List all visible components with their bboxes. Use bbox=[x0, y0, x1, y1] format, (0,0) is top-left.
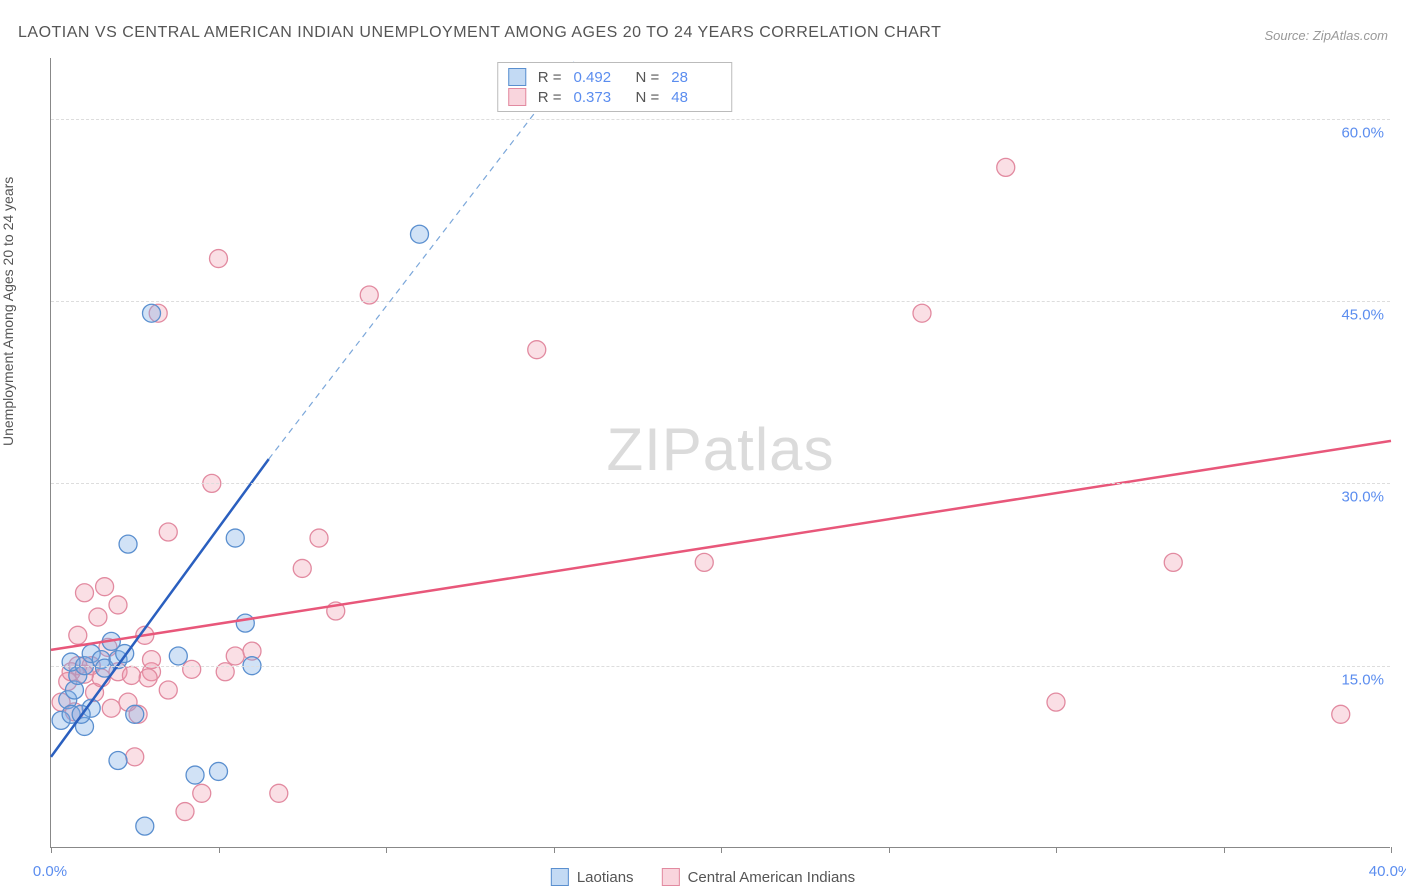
data-point bbox=[997, 158, 1015, 176]
data-point bbox=[136, 817, 154, 835]
x-tick bbox=[386, 847, 387, 853]
data-point bbox=[226, 529, 244, 547]
swatch-pink-icon bbox=[508, 88, 526, 106]
y-tick-label: 15.0% bbox=[1341, 671, 1384, 688]
swatch-blue-icon bbox=[508, 68, 526, 86]
r-label: R = bbox=[538, 69, 562, 86]
data-point bbox=[210, 250, 228, 268]
gridline-h bbox=[51, 483, 1390, 484]
data-point bbox=[183, 660, 201, 678]
data-point bbox=[96, 578, 114, 596]
plot-area: ZIPatlas R = 0.492 N = 28 R = 0.373 N = … bbox=[50, 58, 1390, 848]
swatch-blue-icon bbox=[551, 868, 569, 886]
data-point bbox=[109, 596, 127, 614]
n-label: N = bbox=[636, 89, 660, 106]
legend-label-cai: Central American Indians bbox=[688, 869, 856, 886]
data-point bbox=[226, 647, 244, 665]
data-point bbox=[143, 304, 161, 322]
x-tick bbox=[51, 847, 52, 853]
gridline-h bbox=[51, 119, 1390, 120]
data-point bbox=[126, 705, 144, 723]
x-tick bbox=[889, 847, 890, 853]
chart-title: LAOTIAN VS CENTRAL AMERICAN INDIAN UNEMP… bbox=[18, 24, 941, 42]
data-point bbox=[1332, 705, 1350, 723]
data-point bbox=[186, 766, 204, 784]
legend-label-laotians: Laotians bbox=[577, 869, 634, 886]
source-attribution: Source: ZipAtlas.com bbox=[1264, 28, 1388, 43]
data-point bbox=[122, 666, 140, 684]
data-point bbox=[310, 529, 328, 547]
data-point bbox=[109, 751, 127, 769]
x-tick bbox=[1391, 847, 1392, 853]
r-label: R = bbox=[538, 89, 562, 106]
data-point bbox=[236, 614, 254, 632]
y-tick-label: 60.0% bbox=[1341, 124, 1384, 141]
y-axis-label: Unemployment Among Ages 20 to 24 years bbox=[0, 177, 16, 446]
legend-item-laotians: Laotians bbox=[551, 868, 634, 886]
r-value-blue: 0.492 bbox=[574, 69, 624, 86]
y-tick-label: 30.0% bbox=[1341, 489, 1384, 506]
series-legend: Laotians Central American Indians bbox=[551, 868, 855, 886]
x-tick bbox=[1056, 847, 1057, 853]
data-point bbox=[695, 553, 713, 571]
x-tick-label: 0.0% bbox=[33, 863, 67, 880]
x-tick bbox=[219, 847, 220, 853]
n-value-pink: 48 bbox=[671, 89, 721, 106]
scatter-plot-svg bbox=[51, 58, 1390, 847]
y-tick-label: 45.0% bbox=[1341, 307, 1384, 324]
data-point bbox=[293, 559, 311, 577]
data-point bbox=[210, 762, 228, 780]
data-point bbox=[193, 784, 211, 802]
gridline-h bbox=[51, 666, 1390, 667]
data-point bbox=[69, 626, 87, 644]
data-point bbox=[1047, 693, 1065, 711]
correlation-legend: R = 0.492 N = 28 R = 0.373 N = 48 bbox=[497, 62, 733, 112]
trend-line bbox=[51, 441, 1391, 650]
data-point bbox=[102, 699, 120, 717]
data-point bbox=[270, 784, 288, 802]
legend-item-cai: Central American Indians bbox=[662, 868, 856, 886]
data-point bbox=[159, 681, 177, 699]
trend-line bbox=[51, 459, 269, 757]
r-value-pink: 0.373 bbox=[574, 89, 624, 106]
swatch-pink-icon bbox=[662, 868, 680, 886]
gridline-h bbox=[51, 301, 1390, 302]
data-point bbox=[139, 669, 157, 687]
data-point bbox=[176, 803, 194, 821]
data-point bbox=[119, 535, 137, 553]
correlation-legend-row-blue: R = 0.492 N = 28 bbox=[508, 67, 722, 87]
data-point bbox=[76, 584, 94, 602]
n-value-blue: 28 bbox=[671, 69, 721, 86]
data-point bbox=[159, 523, 177, 541]
data-point bbox=[411, 225, 429, 243]
x-tick bbox=[554, 847, 555, 853]
x-tick bbox=[1224, 847, 1225, 853]
n-label: N = bbox=[636, 69, 660, 86]
x-tick-label: 40.0% bbox=[1369, 863, 1406, 880]
data-point bbox=[126, 748, 144, 766]
correlation-legend-row-pink: R = 0.373 N = 48 bbox=[508, 87, 722, 107]
data-point bbox=[528, 341, 546, 359]
data-point bbox=[89, 608, 107, 626]
x-tick bbox=[721, 847, 722, 853]
data-point bbox=[913, 304, 931, 322]
data-point bbox=[169, 647, 187, 665]
data-point bbox=[1164, 553, 1182, 571]
